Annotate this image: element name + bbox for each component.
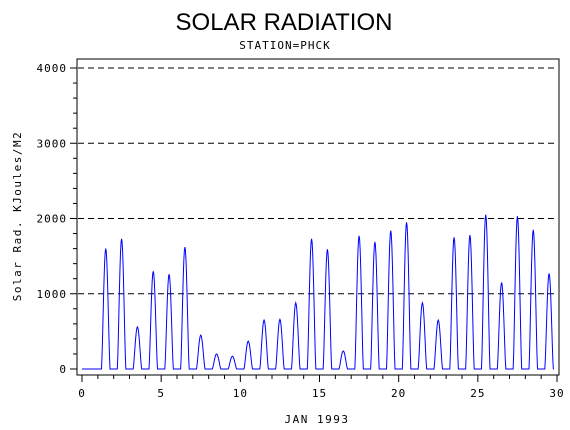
plot-frame xyxy=(76,58,560,376)
y-tick-label-1000: 1000 xyxy=(37,288,68,301)
y-tick-label-4000: 4000 xyxy=(37,62,68,75)
x-tick-label-30: 30 xyxy=(549,387,564,400)
y-tick-label-3000: 3000 xyxy=(37,137,68,150)
x-tick-label-15: 15 xyxy=(312,387,327,400)
x-tick-label-5: 5 xyxy=(157,387,165,400)
x-tick-label-20: 20 xyxy=(391,387,406,400)
x-axis: 0 5 10 15 20 25 30 xyxy=(78,375,564,400)
series-solar-radiation xyxy=(82,214,554,370)
y-axis-label: Solar Rad. KJoules/M2 xyxy=(11,131,24,302)
y-tick-label-2000: 2000 xyxy=(37,213,68,226)
x-axis-label: JAN 1993 xyxy=(285,413,350,426)
y-tick-label-0: 0 xyxy=(59,363,67,376)
x-tick-label-10: 10 xyxy=(233,387,248,400)
chart-title: SOLAR RADIATION xyxy=(176,9,393,36)
x-tick-label-0: 0 xyxy=(78,387,86,400)
chart-subtitle: STATION=PHCK xyxy=(239,39,330,52)
grid-lines xyxy=(78,67,558,295)
y-axis: 0 1000 2000 3000 4000 xyxy=(37,62,77,376)
x-tick-label-25: 25 xyxy=(470,387,485,400)
series-line xyxy=(82,214,554,370)
